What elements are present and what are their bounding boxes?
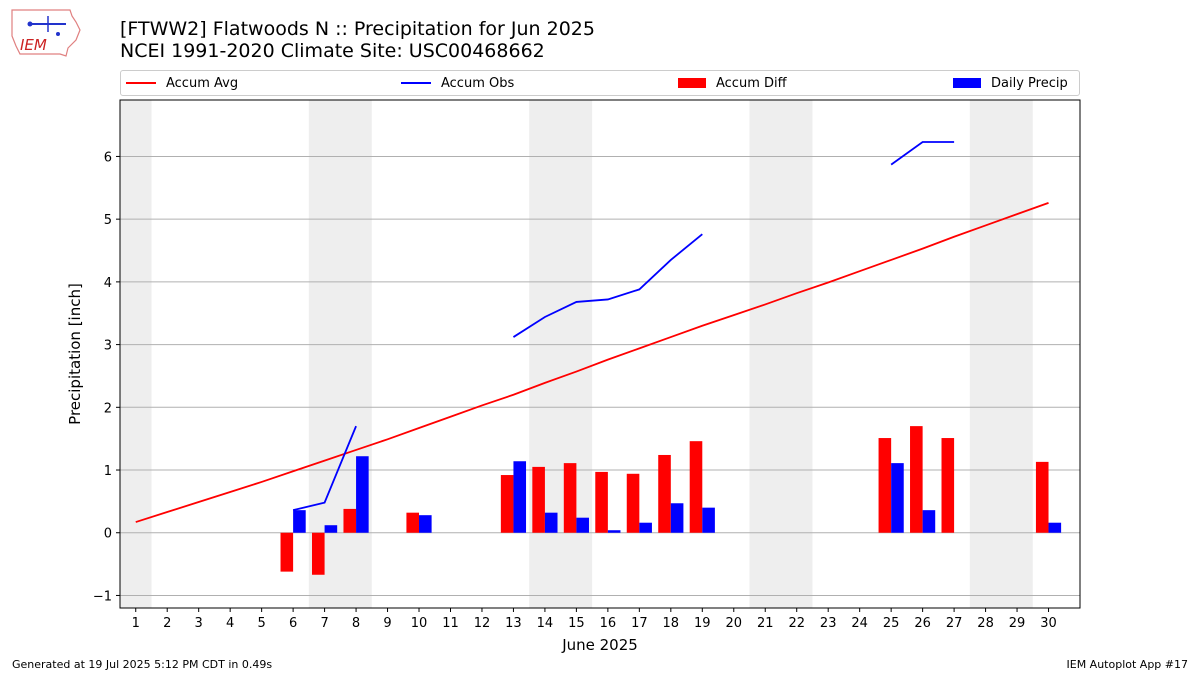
xtick-label: 2 <box>163 616 171 631</box>
bar-accum-diff-day-6 <box>280 532 294 572</box>
xtick-label: 4 <box>226 616 234 631</box>
xtick-label: 29 <box>1009 616 1026 631</box>
xtick-label: 17 <box>631 616 648 631</box>
legend-item-accum-obs: Accum Obs <box>401 71 514 95</box>
bar-accum-diff-day-26 <box>910 426 923 533</box>
bar-accum-diff-day-30 <box>1035 461 1049 533</box>
ytick-label: 0 <box>104 527 112 542</box>
plot-frame <box>119 99 1081 609</box>
bar-daily-precip-day-7 <box>324 525 338 533</box>
footer-app: IEM Autoplot App #17 <box>1066 658 1189 671</box>
weekend-band-2 <box>529 100 593 608</box>
line-accum-obs <box>890 141 955 166</box>
bar-daily-precip-day-18 <box>670 503 684 533</box>
line-accum-obs <box>512 233 703 338</box>
xtick-label: 27 <box>946 616 963 631</box>
chart-title: [FTWW2] Flatwoods N :: Precipitation for… <box>120 18 595 40</box>
legend-item-daily-precip: Daily Precip <box>953 71 1068 95</box>
bar-daily-precip-day-17 <box>639 522 652 533</box>
chart-subtitle: NCEI 1991-2020 Climate Site: USC00468662 <box>120 40 545 62</box>
iem-logo-text: IEM <box>20 36 47 54</box>
bar-daily-precip-day-10 <box>419 515 432 533</box>
bar-daily-precip-day-6 <box>293 510 306 533</box>
bar-accum-diff-day-10 <box>406 512 420 533</box>
legend-label-daily-precip: Daily Precip <box>991 75 1068 91</box>
xtick-label: 22 <box>788 616 805 631</box>
xtick-label: 24 <box>851 616 868 631</box>
xtick-label: 5 <box>257 616 265 631</box>
ytick-label: 1 <box>104 464 112 479</box>
xtick-label: 1 <box>132 616 140 631</box>
xtick-label: 6 <box>289 616 297 631</box>
x-axis-label: June 2025 <box>561 636 638 654</box>
xtick-label: 9 <box>383 616 391 631</box>
weekend-band-0 <box>120 100 152 608</box>
bar-accum-diff-day-17 <box>626 473 640 533</box>
bar-accum-diff-day-7 <box>312 532 325 575</box>
bar-daily-precip-day-26 <box>922 510 936 533</box>
legend-label-accum-obs: Accum Obs <box>441 75 515 91</box>
bar-accum-diff-day-25 <box>878 438 892 533</box>
bar-accum-diff-day-15 <box>563 463 577 533</box>
bar-accum-diff-day-13 <box>500 475 514 533</box>
xtick-label: 20 <box>725 616 742 631</box>
ytick-label: 3 <box>104 339 112 354</box>
xtick-label: 11 <box>442 616 459 631</box>
legend-swatch-accum-avg <box>126 82 156 84</box>
xtick-label: 28 <box>977 616 994 631</box>
xtick-label: 15 <box>568 616 585 631</box>
xtick-label: 14 <box>537 616 554 631</box>
ytick-label: −1 <box>93 589 112 604</box>
xtick-label: 25 <box>883 616 900 631</box>
bar-accum-diff-day-16 <box>595 471 608 533</box>
bar-daily-precip-day-14 <box>544 512 558 533</box>
legend-item-accum-diff: Accum Diff <box>678 71 787 95</box>
ytick-label: 5 <box>104 213 112 228</box>
ytick-label: 4 <box>104 276 112 291</box>
xtick-label: 21 <box>757 616 774 631</box>
footer-generated: Generated at 19 Jul 2025 5:12 PM CDT in … <box>12 658 273 671</box>
xtick-label: 10 <box>411 616 428 631</box>
bar-daily-precip-day-30 <box>1048 522 1062 533</box>
line-accum-obs <box>292 425 357 512</box>
iem-logo: IEM <box>8 6 82 62</box>
bar-accum-diff-day-18 <box>658 454 671 533</box>
legend-swatch-accum-obs <box>401 82 431 84</box>
bar-daily-precip-day-13 <box>513 461 527 533</box>
bar-daily-precip-day-25 <box>891 463 904 533</box>
bar-daily-precip-day-8 <box>356 456 369 533</box>
xtick-label: 19 <box>694 616 711 631</box>
xtick-label: 12 <box>474 616 491 631</box>
bar-daily-precip-day-19 <box>702 507 715 533</box>
xtick-label: 8 <box>352 616 360 631</box>
bar-accum-diff-day-19 <box>689 441 703 533</box>
xtick-label: 3 <box>195 616 203 631</box>
legend-swatch-accum-diff <box>678 78 706 88</box>
line-accum-avg <box>135 202 1049 523</box>
bar-daily-precip-day-15 <box>576 517 589 533</box>
xtick-label: 7 <box>320 616 328 631</box>
xtick-label: 30 <box>1040 616 1057 631</box>
xtick-label: 16 <box>600 616 617 631</box>
xtick-label: 26 <box>914 616 931 631</box>
weekend-band-4 <box>969 100 1033 608</box>
ytick-label: 6 <box>104 150 112 165</box>
bar-daily-precip-day-16 <box>607 530 621 533</box>
legend-label-accum-diff: Accum Diff <box>716 75 787 91</box>
y-axis-label: Precipitation [inch] <box>66 283 84 425</box>
weekend-band-1 <box>308 100 372 608</box>
xtick-label: 13 <box>505 616 522 631</box>
weekend-band-3 <box>749 100 813 608</box>
bar-accum-diff-day-8 <box>343 508 357 533</box>
bar-accum-diff-day-14 <box>532 466 545 533</box>
xtick-label: 23 <box>820 616 837 631</box>
chart-legend: Accum Avg Accum Obs Accum Diff Daily Pre… <box>120 70 1080 96</box>
bar-accum-diff-day-27 <box>941 438 955 533</box>
legend-label-accum-avg: Accum Avg <box>166 75 239 91</box>
legend-item-accum-avg: Accum Avg <box>126 71 238 95</box>
xtick-label: 18 <box>663 616 680 631</box>
legend-swatch-daily-precip <box>953 78 981 88</box>
ytick-label: 2 <box>104 401 112 416</box>
